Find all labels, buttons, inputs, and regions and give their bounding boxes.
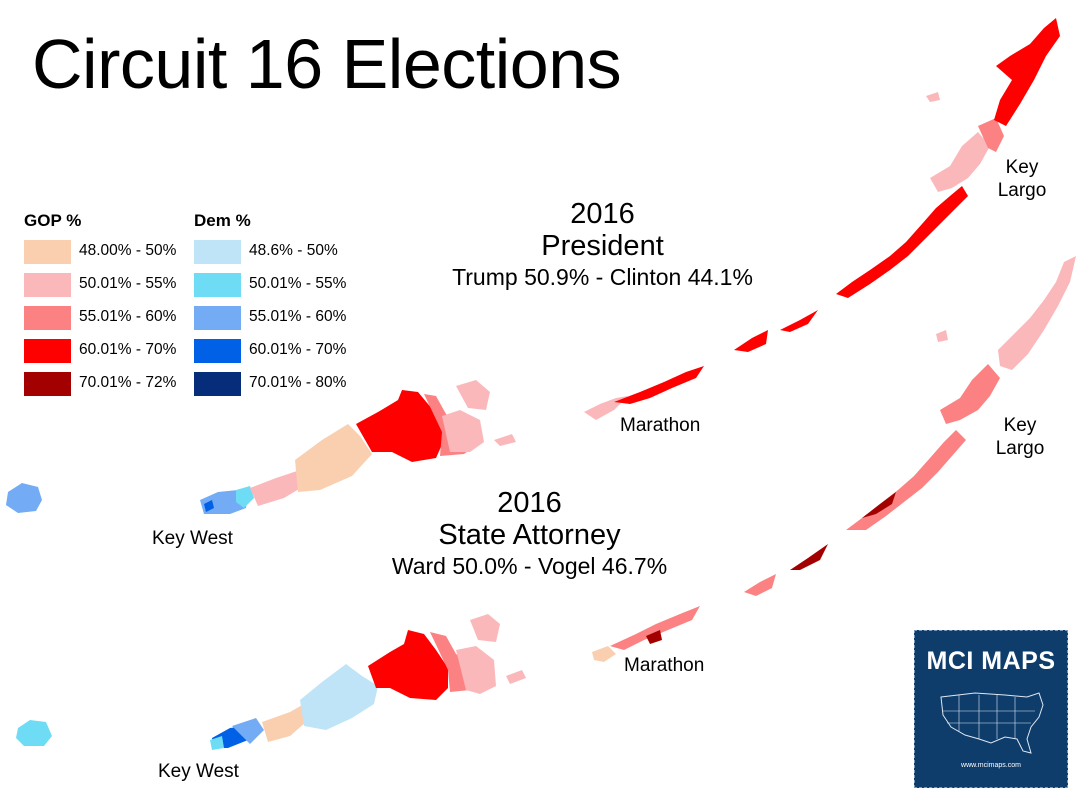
race-year: 2016: [570, 198, 635, 230]
upper-keys-top-salmon: [978, 118, 1004, 152]
islet-bottom-b: [506, 670, 526, 684]
key-west-bottom-light: [210, 736, 224, 750]
race-result: Trump 50.9% - Clinton 44.1%: [452, 264, 753, 290]
no-name-key-bottom: [456, 646, 496, 694]
mci-maps-logo: MCI MAPS www.mcimaps.com: [914, 630, 1068, 788]
race-office: President: [541, 230, 664, 262]
lower-keys-top-b: [295, 424, 372, 492]
legend-dem-item: 70.01% - 80%: [194, 372, 364, 396]
marathon-bottom: [592, 646, 616, 662]
legend-dem-item: 48.6% - 50%: [194, 240, 364, 264]
legend-label: 55.01% - 60%: [249, 308, 347, 325]
place-label-key-west: Key West: [158, 761, 239, 782]
legend-dem-item: 55.01% - 60%: [194, 306, 364, 330]
legend-label: 70.01% - 80%: [249, 374, 347, 391]
upper-keys-bottom-dark: [862, 492, 896, 518]
lower-keys-top-a: [250, 470, 304, 506]
place-label-line: Key: [1003, 415, 1037, 436]
lower-keys-bottom-a: [262, 704, 306, 742]
place-label-marathon: Marathon: [624, 655, 705, 676]
legend-swatch: [24, 273, 71, 297]
outlying-island-bottom: [16, 720, 52, 746]
lower-keys-bottom-b: [300, 664, 378, 730]
race-label-state-attorney: 2016 State Attorney Ward 50.0% - Vogel 4…: [362, 487, 697, 581]
legend-gop-item: 55.01% - 60%: [24, 306, 194, 330]
race-result: Ward 50.0% - Vogel 46.7%: [391, 553, 668, 579]
race-office: State Attorney: [438, 519, 621, 551]
legend-swatch: [194, 240, 241, 264]
place-label-line: Key: [1005, 157, 1039, 178]
legend-gop-item: 60.01% - 70%: [24, 339, 194, 363]
legend-dem-item: 50.01% - 55%: [194, 273, 364, 297]
key-largo-bottom: [998, 256, 1076, 370]
legend-label: 55.01% - 60%: [79, 308, 177, 325]
key-west-top-dark: [204, 500, 214, 512]
middle-keys-bottom-a: [610, 606, 700, 650]
upper-keys-bottom-chain: [846, 430, 966, 530]
outlying-island-top: [6, 483, 42, 513]
place-label-line: Largo: [995, 438, 1045, 459]
race-year: 2016: [497, 487, 562, 519]
no-name-key-top: [442, 410, 484, 452]
legend-dem-item: 60.01% - 70%: [194, 339, 364, 363]
key-west-bottom-a: [232, 718, 264, 744]
place-label-key-largo: Key Largo: [990, 414, 1050, 460]
page-title: Circuit 16 Elections: [32, 25, 622, 103]
islet-top-b: [494, 434, 516, 446]
legend-gop-heading: GOP %: [24, 211, 82, 230]
legend-swatch: [24, 339, 71, 363]
legend-dem-column: Dem % 48.6% - 50% 50.01% - 55% 55.01% - …: [194, 210, 364, 396]
state-attorney-map: [16, 256, 1076, 750]
upper-keys-top-pink: [930, 132, 990, 192]
logo-url: www.mcimaps.com: [961, 762, 1021, 769]
legend-gop-column: GOP % 48.00% - 50% 50.01% - 55% 55.01% -…: [24, 210, 194, 396]
legend-dem-heading: Dem %: [194, 211, 251, 230]
islet-top-c: [926, 92, 940, 102]
legend-swatch: [24, 372, 71, 396]
middle-keys-top-a: [614, 366, 704, 404]
legend-gop-item: 50.01% - 55%: [24, 273, 194, 297]
place-label-marathon: Marathon: [620, 415, 701, 436]
place-label-key-largo: Key Largo: [992, 156, 1052, 202]
race-label-president: 2016 President Trump 50.9% - Clinton 44.…: [420, 198, 785, 292]
legend-label: 70.01% - 72%: [79, 374, 177, 391]
islet-bottom-c: [936, 330, 948, 342]
president-map: [6, 18, 1060, 514]
middle-keys-bottom-c: [744, 574, 776, 596]
usa-map-icon: [940, 692, 1044, 754]
legend-gop-item: 48.00% - 50%: [24, 240, 194, 264]
legend-swatch: [24, 306, 71, 330]
logo-title: MCI MAPS: [926, 647, 1056, 675]
middle-keys-bottom-d: [790, 544, 828, 570]
big-pine-top: [356, 390, 444, 462]
middle-keys-top-c: [780, 310, 818, 332]
legend-label: 50.01% - 55%: [249, 275, 347, 292]
middle-keys-top-b: [734, 330, 768, 352]
legend-swatch: [194, 273, 241, 297]
legend-gop-item: 70.01% - 72%: [24, 372, 194, 396]
key-largo-top: [994, 18, 1060, 126]
middle-keys-bottom-b: [646, 630, 662, 644]
legend-label: 60.01% - 70%: [79, 341, 177, 358]
upper-keys-bottom-pink: [940, 364, 1000, 424]
legend-label: 50.01% - 55%: [79, 275, 177, 292]
legend-label: 48.00% - 50%: [79, 242, 177, 259]
legend-swatch: [194, 372, 241, 396]
legend-label: 60.01% - 70%: [249, 341, 347, 358]
islet-bottom-a: [470, 614, 500, 642]
islet-top-a: [456, 380, 490, 410]
legend-swatch: [194, 339, 241, 363]
legend-label: 48.6% - 50%: [249, 242, 338, 259]
legend-swatch: [24, 240, 71, 264]
legend-swatch: [194, 306, 241, 330]
upper-keys-top-chain: [836, 186, 968, 298]
place-label-line: Largo: [997, 180, 1047, 201]
key-west-top-cyan: [236, 486, 254, 508]
big-pine-bottom: [368, 630, 448, 700]
place-label-key-west: Key West: [152, 528, 233, 549]
